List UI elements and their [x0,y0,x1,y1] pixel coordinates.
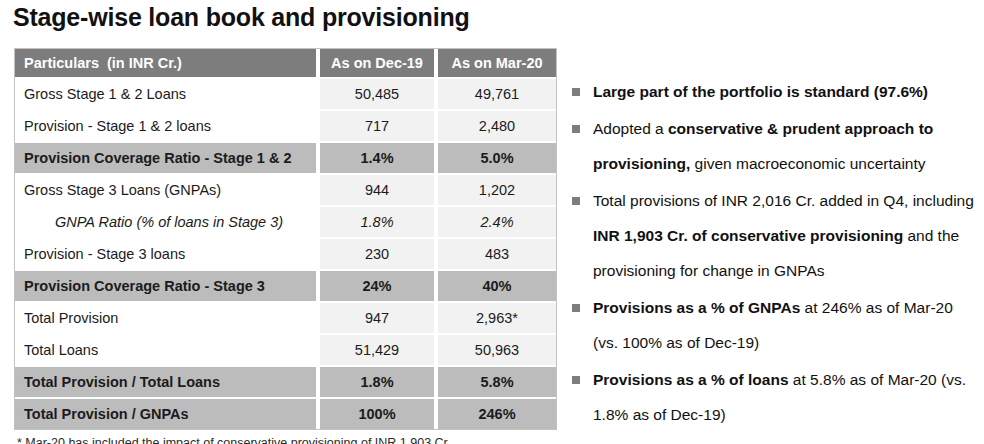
row-label: Total Loans [15,333,316,365]
table-row-highlight: Provision Coverage Ratio - Stage 1 & 2 1… [15,141,556,173]
list-item: Provisions as a % of loans at 5.8% as of… [571,362,977,432]
loan-book-table: Particulars (in INR Cr.) As on Dec-19 As… [14,48,557,430]
row-dec19-value: 947 [316,301,434,333]
provisioning-table: Particulars (in INR Cr.) As on Dec-19 As… [15,49,556,429]
row-mar20-value: 5.0% [434,141,556,173]
key-points-list: Large part of the portfolio is standard … [571,74,977,434]
row-mar20-value: 2.4% [434,205,556,237]
table-row: Gross Stage 3 Loans (GNPAs) 944 1,202 [15,173,556,205]
bullet-segment: Total provisions of INR 2,016 Cr. added … [593,192,974,209]
row-mar20-value: 2,963* [434,301,556,333]
row-label: Provision - Stage 1 & 2 loans [15,109,316,141]
row-mar20-value: 2,480 [434,109,556,141]
row-dec19-value: 230 [316,237,434,269]
bullet-text: Provisions as a % of loans at 5.8% as of… [593,362,977,432]
table-row-highlight: Total Provision / GNPAs 100% 246% [15,397,556,429]
table-header-row: Particulars (in INR Cr.) As on Dec-19 As… [15,49,556,77]
bullet-segment: given macroeconomic uncertainty [690,155,925,172]
row-label: Total Provision / GNPAs [15,397,316,429]
row-mar20-value: 1,202 [434,173,556,205]
bullet-segment: Provisions as a % of loans [593,371,789,388]
bullet-segment: Provisions as a % of GNPAs [593,299,800,316]
row-label: GNPA Ratio (% of loans in Stage 3) [15,205,316,237]
bullet-text: Total provisions of INR 2,016 Cr. added … [593,183,977,288]
row-mar20-value: 483 [434,237,556,269]
bullet-text: Large part of the portfolio is standard … [593,74,928,109]
bullet-segment: INR 1,903 Cr. of conservative provisioni… [593,227,903,244]
list-item: Adopted a conservative & prudent approac… [571,111,977,181]
table-row: Provision - Stage 1 & 2 loans 717 2,480 [15,109,556,141]
table-row-highlight: Provision Coverage Ratio - Stage 3 24% 4… [15,269,556,301]
footnote: * Mar-20 has included the impact of cons… [17,436,448,444]
square-bullet-icon [572,376,580,384]
row-dec19-value: 717 [316,109,434,141]
row-dec19-value: 24% [316,269,434,301]
table-row: Total Loans 51,429 50,963 [15,333,556,365]
square-bullet-icon [572,304,580,312]
row-dec19-value: 100% [316,397,434,429]
square-bullet-icon [572,125,580,133]
row-dec19-value: 944 [316,173,434,205]
row-dec19-value: 1.8% [316,365,434,397]
square-bullet-icon [572,88,580,96]
table-row: Total Provision 947 2,963* [15,301,556,333]
row-mar20-value: 5.8% [434,365,556,397]
table-row: Gross Stage 1 & 2 Loans 50,485 49,761 [15,77,556,109]
square-bullet-icon [572,197,580,205]
header-mar20: As on Mar-20 [434,49,556,77]
bullet-text: Adopted a conservative & prudent approac… [593,111,977,181]
list-item: Total provisions of INR 2,016 Cr. added … [571,183,977,288]
row-mar20-value: 49,761 [434,77,556,109]
bullet-segment: Adopted a [593,120,668,137]
bullet-segment: Large part of the portfolio is standard … [593,83,928,100]
table-row: Provision - Stage 3 loans 230 483 [15,237,556,269]
row-label: Total Provision / Total Loans [15,365,316,397]
header-dec19: As on Dec-19 [316,49,434,77]
slide: Stage-wise loan book and provisioning Pa… [0,0,984,444]
row-label: Gross Stage 1 & 2 Loans [15,77,316,109]
bullet-text: Provisions as a % of GNPAs at 246% as of… [593,290,977,360]
list-item: Large part of the portfolio is standard … [571,74,977,109]
row-label: Provision Coverage Ratio - Stage 3 [15,269,316,301]
row-dec19-value: 50,485 [316,77,434,109]
table-row-highlight: Total Provision / Total Loans 1.8% 5.8% [15,365,556,397]
list-item: Provisions as a % of GNPAs at 246% as of… [571,290,977,360]
table-row-italic: GNPA Ratio (% of loans in Stage 3) 1.8% … [15,205,556,237]
row-label: Gross Stage 3 Loans (GNPAs) [15,173,316,205]
row-mar20-value: 50,963 [434,333,556,365]
row-dec19-value: 1.4% [316,141,434,173]
row-label: Total Provision [15,301,316,333]
row-label: Provision Coverage Ratio - Stage 1 & 2 [15,141,316,173]
row-dec19-value: 51,429 [316,333,434,365]
row-dec19-value: 1.8% [316,205,434,237]
header-particulars: Particulars (in INR Cr.) [15,49,316,77]
page-title: Stage-wise loan book and provisioning [13,3,470,32]
row-label: Provision - Stage 3 loans [15,237,316,269]
row-mar20-value: 246% [434,397,556,429]
row-mar20-value: 40% [434,269,556,301]
